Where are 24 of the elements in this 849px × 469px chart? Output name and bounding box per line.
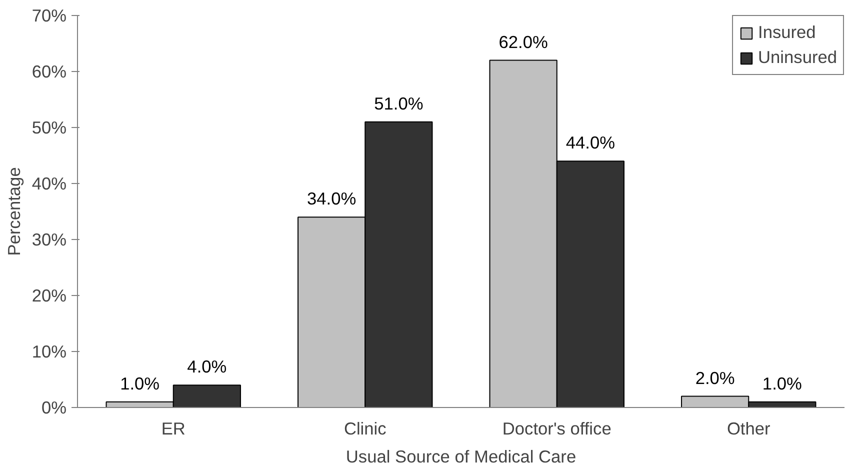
y-tick-label: 20% bbox=[32, 286, 67, 306]
data-label: 44.0% bbox=[566, 132, 616, 153]
y-tick-label: 0% bbox=[41, 398, 66, 418]
y-tick-label: 10% bbox=[32, 342, 67, 362]
data-label: 1.0% bbox=[120, 374, 160, 394]
data-label: 1.0% bbox=[762, 374, 802, 394]
x-tick-label: Other bbox=[726, 418, 771, 438]
data-label: 4.0% bbox=[187, 356, 227, 377]
y-tick-label: 70% bbox=[32, 6, 67, 26]
data-label: 34.0% bbox=[307, 188, 356, 209]
y-tick-label: 60% bbox=[32, 62, 67, 82]
x-tick-label: Clinic bbox=[344, 418, 387, 438]
x-tick-label: Doctor's office bbox=[502, 418, 612, 438]
data-label: 2.0% bbox=[695, 368, 735, 388]
x-tick-label: ER bbox=[161, 418, 186, 438]
y-tick-label: 50% bbox=[32, 118, 67, 138]
data-label: 51.0% bbox=[374, 94, 424, 114]
legend-label: Uninsured bbox=[758, 47, 837, 68]
y-tick-label: 40% bbox=[32, 174, 67, 194]
y-tick-label: 30% bbox=[32, 230, 67, 250]
y-axis-title: Percentage bbox=[4, 167, 24, 256]
data-label: 62.0% bbox=[498, 32, 548, 52]
legend-label: Insured bbox=[758, 22, 816, 43]
x-axis-title: Usual Source of Medical Care bbox=[346, 446, 576, 466]
